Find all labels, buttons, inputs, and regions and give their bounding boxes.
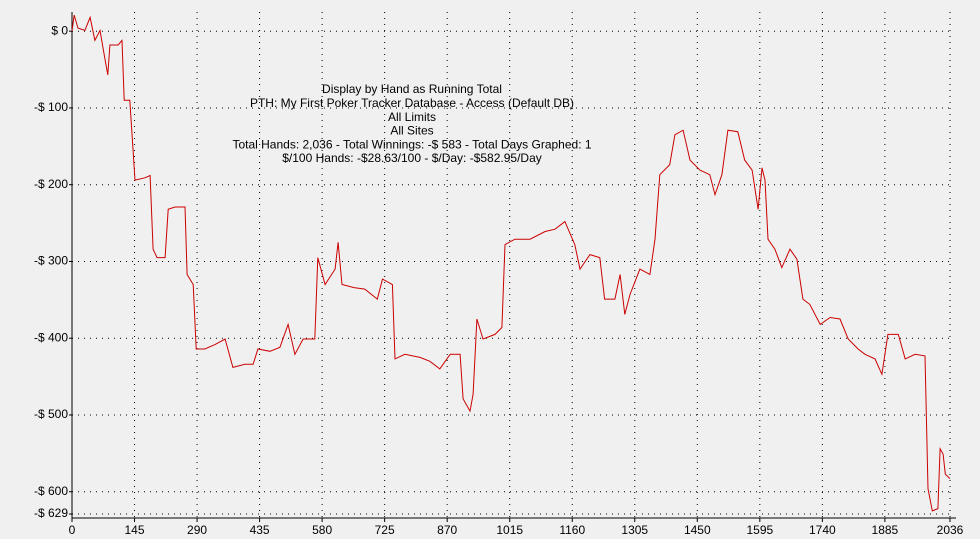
x-tick-label: 1595 — [746, 523, 773, 537]
title-line: Display by Hand as Running Total — [322, 82, 502, 96]
title-line: All Sites — [390, 124, 433, 138]
y-tick-label: -$ 600 — [34, 484, 68, 498]
x-tick-label: 580 — [312, 523, 332, 537]
x-tick-label: 290 — [187, 523, 207, 537]
y-tick-label: -$ 500 — [34, 407, 68, 421]
title-line: PTH: My First Poker Tracker Database - A… — [250, 96, 574, 110]
title-line: $/100 Hands: -$28.63/100 - $/Day: -$582.… — [282, 151, 542, 165]
y-tick-label: $ 0 — [51, 23, 68, 37]
x-tick-label: 0 — [69, 523, 76, 537]
x-tick-label: 1305 — [621, 523, 648, 537]
y-tick-label: -$ 629 — [34, 506, 68, 520]
title-line: Total Hands: 2,036 - Total Winnings: -$ … — [232, 137, 591, 151]
x-tick-label: 1885 — [872, 523, 899, 537]
x-tick-label: 1740 — [809, 523, 836, 537]
x-tick-label: 1450 — [684, 523, 711, 537]
y-tick-label: -$ 200 — [34, 177, 68, 191]
data-line — [71, 14, 951, 512]
x-tick-label: 145 — [125, 523, 145, 537]
y-tick-label: -$ 300 — [34, 254, 68, 268]
x-tick-label: 870 — [437, 523, 457, 537]
y-tick-label: -$ 100 — [34, 100, 68, 114]
x-tick-label: 435 — [250, 523, 270, 537]
x-tick-label: 1160 — [559, 523, 585, 537]
title-line: All Limits — [388, 110, 436, 124]
y-tick-label: -$ 400 — [34, 330, 68, 344]
x-tick-label: 2036 — [937, 523, 964, 537]
x-tick-label: 725 — [375, 523, 395, 537]
x-tick-label: 1015 — [496, 523, 523, 537]
